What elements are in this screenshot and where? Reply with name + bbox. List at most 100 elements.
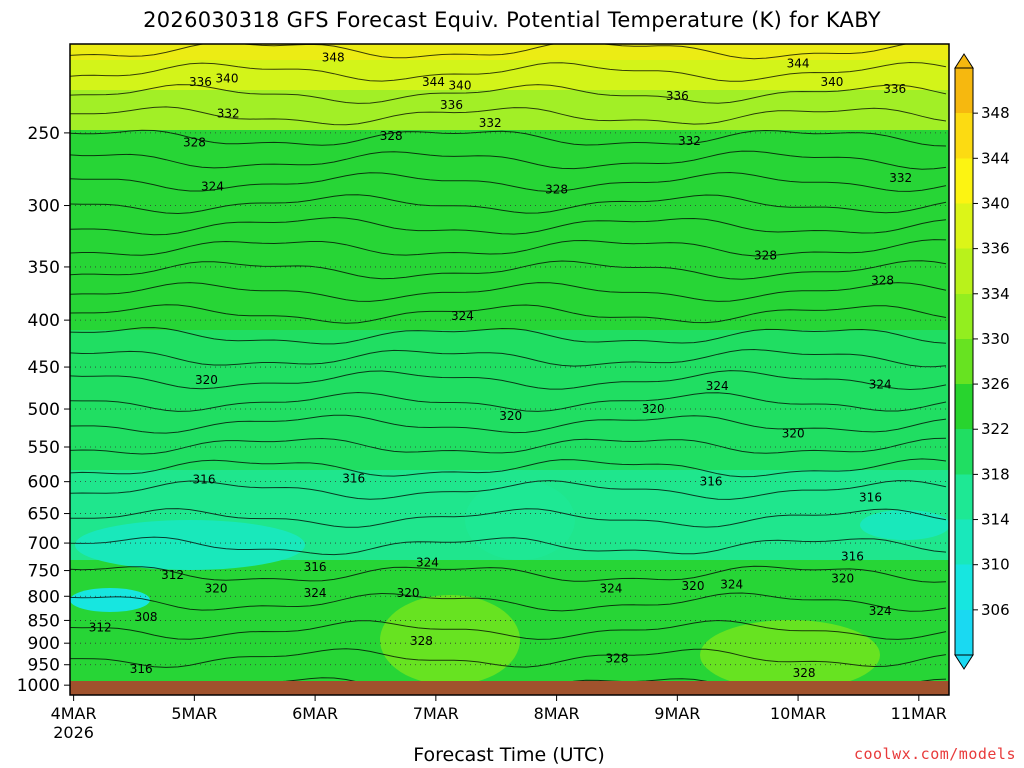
contour-label: 336 xyxy=(440,98,463,112)
contour-label: 328 xyxy=(793,666,816,680)
y-tick-label: 400 xyxy=(28,311,60,331)
contour-label: 336 xyxy=(883,82,906,96)
field-blob xyxy=(860,510,949,540)
contour-label: 320 xyxy=(831,571,854,585)
contour-label: 312 xyxy=(89,620,112,634)
contour-label: 328 xyxy=(606,651,629,665)
colorbar-tick-label: 336 xyxy=(981,240,1010,258)
contour-line xyxy=(70,437,947,455)
x-tick-label: 9MAR xyxy=(654,704,700,723)
colorbar-tick-label: 330 xyxy=(981,330,1010,348)
y-tick-label: 950 xyxy=(28,656,60,676)
contour-line xyxy=(70,480,947,500)
y-tick-label: 500 xyxy=(28,400,60,420)
colorbar-tick-label: 306 xyxy=(981,601,1010,619)
field-blob xyxy=(70,588,150,612)
contour-label: 316 xyxy=(841,550,864,564)
contour-label: 320 xyxy=(499,409,522,423)
contour-label: 348 xyxy=(322,51,345,65)
contour-label: 316 xyxy=(700,475,723,489)
x-tick-label: 10MAR xyxy=(770,704,826,723)
colorbar-tick-label: 340 xyxy=(981,195,1010,213)
ground-strip xyxy=(70,681,949,695)
contour-line xyxy=(70,414,947,434)
contour-line xyxy=(70,370,947,391)
y-tick-label: 600 xyxy=(28,473,60,493)
colorbar-tick-label: 322 xyxy=(981,420,1010,438)
contour-label: 332 xyxy=(479,116,502,130)
contour-label: 316 xyxy=(304,560,327,574)
contour-label: 328 xyxy=(754,248,777,262)
contour-line xyxy=(70,592,947,612)
y-tick-label: 350 xyxy=(28,258,60,278)
contour-line xyxy=(70,348,947,368)
contour-label: 332 xyxy=(217,106,240,120)
field-band xyxy=(70,130,949,330)
contour-label: 344 xyxy=(787,56,810,70)
field-band xyxy=(70,330,949,470)
contour-label: 340 xyxy=(216,71,239,85)
contour-label: 320 xyxy=(397,586,420,600)
y-tick-label: 850 xyxy=(28,611,60,631)
contour-label: 312 xyxy=(161,568,184,582)
colorbar-bottom-arrow xyxy=(954,654,974,670)
contour-line xyxy=(70,260,947,280)
contour-line xyxy=(70,194,947,215)
contour-label: 336 xyxy=(666,89,689,103)
contour-label: 320 xyxy=(205,582,228,596)
contour-label: 324 xyxy=(869,377,892,391)
contour-label: 344 xyxy=(422,75,445,89)
contour-label: 308 xyxy=(135,610,158,624)
contour-line xyxy=(70,239,947,257)
contour-label: 336 xyxy=(189,75,212,89)
field-blob xyxy=(380,595,520,685)
contour-line xyxy=(70,150,947,170)
contour-label: 340 xyxy=(820,75,843,89)
contour-label: 324 xyxy=(304,586,327,600)
contour-label: 316 xyxy=(859,490,882,504)
contour-label: 324 xyxy=(720,578,743,592)
y-tick-label: 900 xyxy=(28,634,60,654)
contour-line xyxy=(70,458,947,478)
contour-label: 324 xyxy=(416,556,439,570)
contour-label: 328 xyxy=(545,182,568,196)
contour-line xyxy=(70,565,947,583)
credit-link[interactable]: coolwx.com/models xyxy=(853,745,1016,763)
x-tick-label: 4MAR xyxy=(51,704,97,723)
contour-line xyxy=(70,216,947,236)
contour-line xyxy=(70,648,947,668)
colorbar-bar xyxy=(954,67,974,656)
contour-label: 340 xyxy=(449,79,472,93)
contour-line xyxy=(70,391,947,412)
field-blob xyxy=(465,480,575,560)
contour-line xyxy=(70,327,947,345)
plot-frame xyxy=(69,43,950,696)
contour-line xyxy=(70,282,947,302)
colorbar-tick-label: 344 xyxy=(981,149,1010,167)
contour-line xyxy=(70,619,947,640)
contour-label: 324 xyxy=(599,582,622,596)
field-blob xyxy=(700,620,880,690)
contour-line xyxy=(70,536,947,556)
contour-line xyxy=(70,508,947,528)
contour-label: 324 xyxy=(451,309,474,323)
plot-area: 348 344 336 340 344 340 340 336 336 336 332 332 332 3… xyxy=(70,44,949,695)
contour-line xyxy=(70,304,947,324)
y-tick-label: 450 xyxy=(28,358,60,378)
y-tick-label: 300 xyxy=(28,197,60,217)
x-tick-label: 7MAR xyxy=(413,704,459,723)
contour-label: 324 xyxy=(201,180,224,194)
contour-label: 320 xyxy=(642,402,665,416)
colorbar-tick-label: 348 xyxy=(981,104,1010,122)
x-tick-sublabel: 2026 xyxy=(53,723,94,742)
x-tick-label: 5MAR xyxy=(171,704,217,723)
contour-label: 332 xyxy=(678,134,701,148)
contour-label: 316 xyxy=(130,662,153,676)
contour-label: 324 xyxy=(869,604,892,618)
contour-label: 328 xyxy=(380,129,403,143)
colorbar: 306 310 314 318 322 326 330 334 336 340 344 348 xyxy=(954,53,1010,670)
x-axis-label: Forecast Time (UTC) xyxy=(413,744,605,766)
contour-label: 320 xyxy=(782,427,805,441)
